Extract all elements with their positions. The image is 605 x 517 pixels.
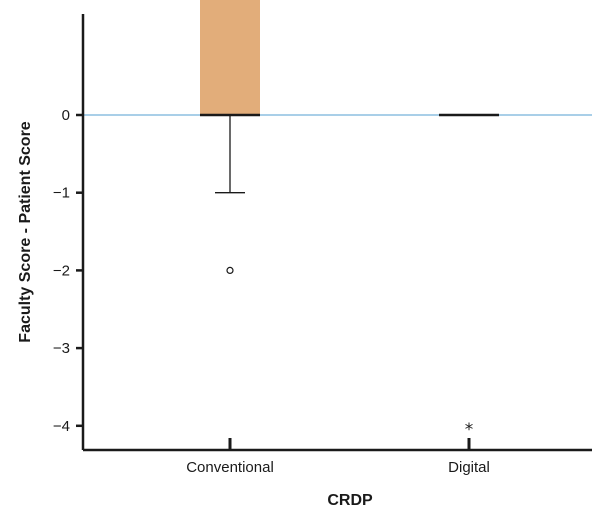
box-iqr (200, 0, 260, 115)
axis-layer (81, 14, 592, 452)
x-axis-title: CRDP (327, 492, 373, 509)
y-tick-label: −1 (53, 185, 70, 202)
x-tick-label: Digital (448, 459, 490, 476)
y-tick-label: −3 (53, 340, 70, 357)
x-ticks: Conventional Digital (186, 438, 490, 476)
y-tick-label: 0 (62, 107, 70, 124)
outlier-circle (226, 266, 234, 274)
y-ticks: 20−1−2−3−4 (53, 107, 83, 435)
y-tick-label: −2 (53, 262, 70, 279)
box-layer: ** (200, 0, 499, 440)
box-conventional (200, 0, 260, 274)
outlier-star: * (465, 420, 474, 440)
box-digital: ** (439, 113, 499, 440)
y-tick-label: −4 (53, 418, 70, 435)
y-axis-title: Faculty Score - Patient Score (17, 121, 34, 343)
x-tick-label: Conventional (186, 459, 274, 476)
